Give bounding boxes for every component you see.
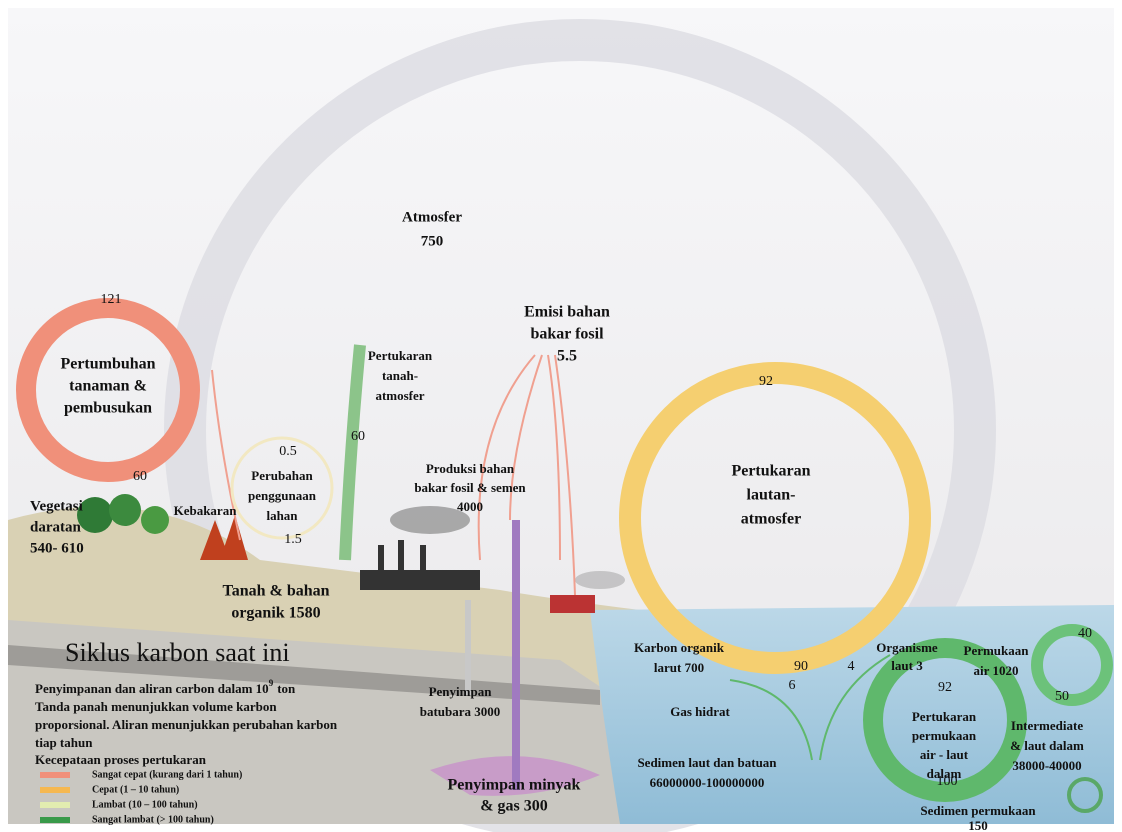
marine-organisms-label: Organisme	[876, 640, 938, 655]
coal-shaft	[465, 600, 471, 695]
soil-exchange-label: atmosfer	[375, 388, 424, 403]
flux-label: 92	[759, 374, 773, 389]
legend-speed-title: Kecepataan proses pertukaran	[35, 752, 207, 767]
fossil-production-label: Produksi bahan	[426, 461, 515, 476]
coal-label: Penyimpan	[429, 684, 493, 699]
land-use-label: lahan	[266, 508, 298, 523]
unit-text: Penyimpanan dan aliran carbon dalam 10	[35, 681, 269, 696]
soil-exchange-label: tanah-	[382, 368, 418, 383]
legend-title: Siklus karbon saat ini	[65, 638, 290, 667]
ocean-exchange-label: Pertukaran	[731, 463, 810, 480]
deep-ocean-label: Intermediate	[1011, 718, 1083, 733]
plant-cycle-label: tanaman &	[69, 378, 147, 395]
unit-exponent: 9	[269, 678, 274, 688]
plant-cycle-label: pembusukan	[64, 400, 152, 417]
coal-label: batubara 3000	[420, 704, 501, 719]
fossil-production-label: bakar fosil & semen	[414, 480, 526, 495]
land-use-label: penggunaan	[248, 488, 317, 503]
deep-exchange-label: air - laut	[920, 747, 969, 762]
surface-water-label: air 1020	[974, 663, 1019, 678]
fossil-emission-label: Emisi bahan	[524, 304, 610, 321]
flux-label: 60	[351, 429, 365, 444]
flux-label: 60	[133, 469, 147, 484]
flux-label: 1.5	[284, 532, 302, 547]
deep-ocean-label: & laut dalam	[1010, 738, 1084, 753]
plant-cycle-label: Pertumbuhan	[60, 356, 155, 373]
flux-label: 6	[789, 678, 796, 693]
flux-label: 0.5	[279, 444, 297, 459]
vegetation-label: daratan	[30, 519, 81, 535]
oil-gas-label: Penyimpan minyak	[448, 777, 581, 794]
legend-speed: Lambat (10 – 100 tahun)	[92, 799, 198, 810]
marine-organisms-label: laut 3	[891, 658, 923, 673]
page: {"atmosphere":{"label":"Atmosfer","value…	[0, 0, 1122, 832]
unit-suffix: ton	[277, 681, 296, 696]
flux-label: 121	[101, 292, 122, 307]
legend-speed: Sangat cepat (kurang dari 1 tahun)	[92, 769, 242, 780]
oil-well	[512, 520, 520, 790]
flux-label: 92	[938, 680, 952, 695]
flux-label: 90	[794, 659, 808, 674]
dissolved-organic-label: larut 700	[654, 660, 704, 675]
fossil-emission-label: 5.5	[557, 348, 577, 365]
legend-speed: Sangat lambat (> 100 tahun)	[92, 814, 214, 825]
fossil-production-label: 4000	[457, 499, 483, 514]
gas-hydrate-label: Gas hidrat	[670, 704, 730, 719]
soil-exchange-label: Pertukaran	[368, 348, 433, 363]
fossil-emission-label: bakar fosil	[530, 326, 604, 343]
legend-note: tiap tahun	[35, 735, 93, 750]
fire-label: Kebakaran	[174, 503, 238, 518]
sediment-label: Sedimen laut dan batuan	[637, 755, 777, 770]
legend-note: proporsional. Aliran menunjukkan perubah…	[35, 717, 338, 732]
atmosphere-label: Atmosfer	[402, 209, 462, 225]
ocean-exchange-label: atmosfer	[741, 511, 801, 528]
flux-label: 50	[1055, 689, 1069, 704]
surface-sediment-label: Sedimen permukaan	[920, 803, 1036, 818]
atmosphere-value: 750	[421, 233, 444, 249]
deep-ocean-label: 38000-40000	[1012, 758, 1081, 773]
flux-label: 4	[848, 659, 855, 674]
deep-exchange-label: permukaan	[912, 728, 977, 743]
diagram: Penyimpanan dan aliran carbon dalam 109t…	[0, 0, 1122, 832]
oil-gas-label: & gas 300	[480, 798, 548, 815]
soil-label: organik 1580	[231, 605, 320, 622]
legend-speed: Cepat (1 – 10 tahun)	[92, 784, 179, 795]
flux-label: 100	[937, 774, 958, 789]
soil-label: Tanah & bahan	[222, 583, 329, 600]
legend-note: Tanda panah menunjukkan volume karbon	[35, 699, 277, 714]
dissolved-organic-label: Karbon organik	[634, 640, 725, 655]
ocean-exchange-label: lautan-	[747, 487, 796, 504]
surface-water-label: Permukaan	[964, 643, 1030, 658]
surface-sediment-label: 150	[968, 818, 988, 832]
vegetation-label: Vegetasi	[30, 498, 83, 514]
vegetation-label: 540- 610	[30, 540, 84, 556]
sediment-label: 66000000-100000000	[650, 775, 765, 790]
flux-label: 40	[1078, 626, 1092, 641]
land-use-label: Perubahan	[251, 468, 313, 483]
deep-exchange-label: Pertukaran	[912, 709, 977, 724]
